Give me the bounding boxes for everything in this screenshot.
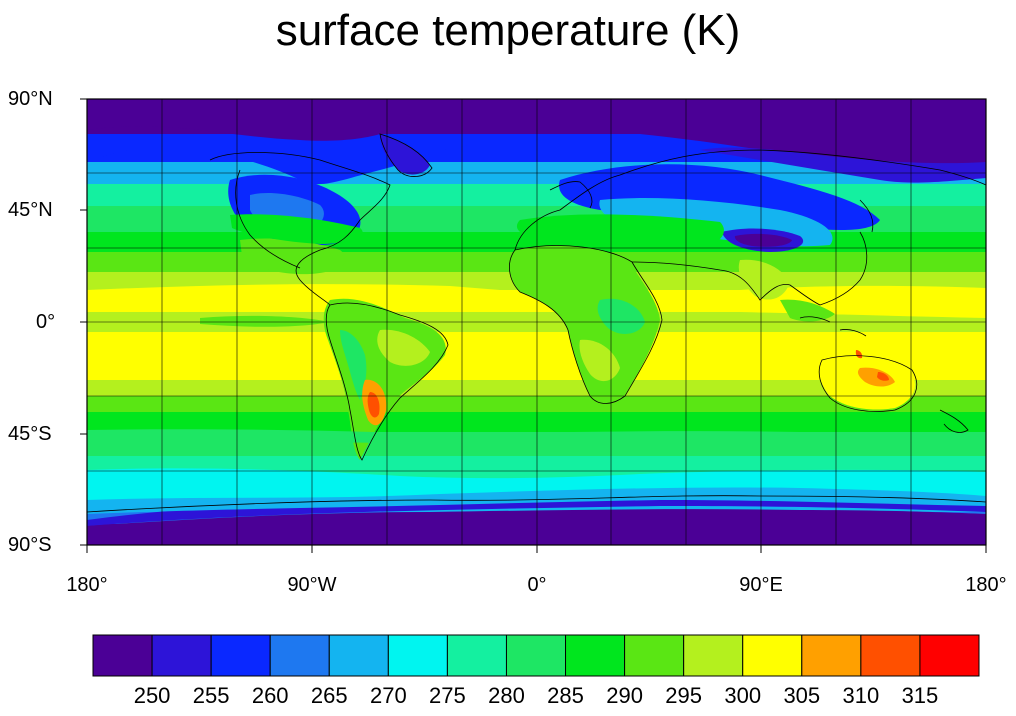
lon-label-0: 0° xyxy=(527,574,547,596)
colorbar-box xyxy=(505,634,567,677)
lon-label-180e: 180° xyxy=(965,574,1007,596)
colorbar-label: 305 xyxy=(783,683,821,708)
colorbar-label: 300 xyxy=(724,683,762,708)
colorbar-label: 265 xyxy=(310,683,348,708)
colorbar-box xyxy=(801,634,862,677)
axis-ticks xyxy=(80,98,987,553)
colorbar-label: 260 xyxy=(251,683,289,708)
map-title: surface temperature (K) xyxy=(275,6,741,55)
lon-label-180w: 180° xyxy=(66,574,108,596)
colorbar-box xyxy=(565,634,626,677)
colorbar-box xyxy=(624,634,685,677)
colorbar-box xyxy=(860,634,921,677)
lat-label-45n: 45°N xyxy=(8,199,53,221)
colorbar-box xyxy=(210,634,271,677)
colorbar-label: 290 xyxy=(606,683,643,708)
colorbar-box xyxy=(151,634,212,677)
graticule xyxy=(87,99,986,545)
colorbar xyxy=(92,634,980,677)
lon-label-90e: 90°E xyxy=(739,574,783,596)
colorbar-label: 285 xyxy=(547,683,584,708)
colorbar-box xyxy=(269,634,330,677)
coastlines xyxy=(87,133,986,513)
colorbar-label: 295 xyxy=(665,683,703,708)
colorbar-box xyxy=(742,634,803,677)
colorbar-box xyxy=(446,634,507,677)
colorbar-label: 310 xyxy=(842,683,880,708)
colorbar-box xyxy=(328,634,389,677)
colorbar-label: 250 xyxy=(133,683,171,708)
colorbar-box xyxy=(92,634,153,677)
colorbar-label: 270 xyxy=(369,683,407,708)
lat-label-45s: 45°S xyxy=(8,423,52,445)
colorbar-box xyxy=(683,634,744,677)
colorbar-box xyxy=(919,634,980,677)
lat-label-0: 0° xyxy=(36,311,56,333)
colorbar-label: 315 xyxy=(901,683,939,708)
colorbar-box xyxy=(387,634,448,677)
colorbar-label: 275 xyxy=(429,683,466,708)
lon-label-90w: 90°W xyxy=(287,574,337,596)
lat-label-90s: 90°S xyxy=(8,534,52,556)
lat-label-90n: 90°N xyxy=(8,88,53,110)
colorbar-label: 280 xyxy=(488,683,525,708)
colorbar-label: 255 xyxy=(192,683,230,708)
